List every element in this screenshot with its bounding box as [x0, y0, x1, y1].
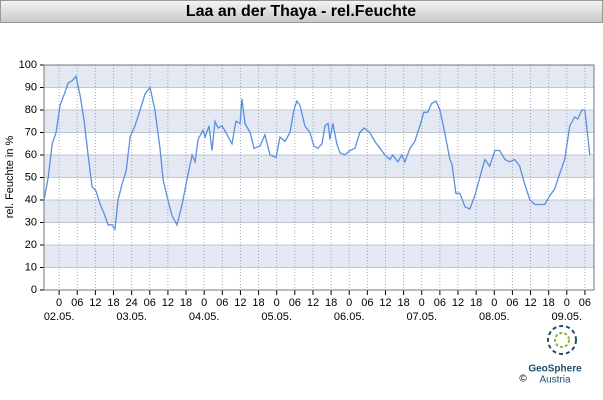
x-tick-label: 0 [346, 297, 352, 309]
band [44, 200, 594, 223]
x-tick-label: 18 [470, 297, 482, 309]
x-tick-label: 18 [397, 297, 409, 309]
x-tick-label: 12 [89, 297, 101, 309]
band [44, 110, 594, 133]
logo-name: GeoSphere [528, 364, 582, 375]
copyright: © [519, 374, 527, 385]
x-tick-label: 24 [126, 297, 138, 309]
x-tick-label: 0 [56, 297, 62, 309]
x-tick-label: 0 [419, 297, 425, 309]
y-tick-label: 20 [25, 239, 37, 251]
date-label: 03.05. [116, 311, 147, 323]
x-tick-label: 18 [252, 297, 264, 309]
date-label: 08.05. [479, 311, 510, 323]
x-tick-label: 06 [289, 297, 301, 309]
y-axis-label: rel. Feuchte in % [4, 136, 16, 219]
logo-icon [554, 332, 570, 348]
x-tick-label: 18 [107, 297, 119, 309]
y-tick-label: 0 [31, 284, 37, 296]
x-tick-label: 0 [201, 297, 207, 309]
y-tick-label: 70 [25, 126, 37, 138]
x-tick-label: 12 [524, 297, 536, 309]
x-tick-label: 18 [325, 297, 337, 309]
x-tick-label: 12 [452, 297, 464, 309]
x-tick-label: 06 [144, 297, 156, 309]
date-label: 05.05. [261, 311, 292, 323]
x-tick-label: 0 [564, 297, 570, 309]
y-tick-label: 80 [25, 104, 37, 116]
x-tick-label: 12 [162, 297, 174, 309]
date-label: 07.05. [406, 311, 437, 323]
x-tick-label: 12 [379, 297, 391, 309]
x-tick-label: 12 [307, 297, 319, 309]
x-tick-label: 18 [180, 297, 192, 309]
chart-title: Laa an der Thaya - rel.Feuchte [186, 3, 416, 20]
y-tick-label: 10 [25, 261, 37, 273]
y-tick-label: 100 [19, 59, 37, 71]
x-tick-label: 12 [234, 297, 246, 309]
date-label: 09.05. [552, 311, 583, 323]
x-tick-label: 06 [434, 297, 446, 309]
x-tick-label: 06 [506, 297, 518, 309]
logo-icon [547, 325, 577, 355]
date-label: 02.05. [44, 311, 75, 323]
date-label: 06.05. [334, 311, 365, 323]
band [44, 155, 594, 178]
plot-border [43, 64, 595, 291]
band [44, 245, 594, 268]
y-tick-label: 40 [25, 194, 37, 206]
x-tick-label: 0 [491, 297, 497, 309]
x-tick-label: 06 [361, 297, 373, 309]
x-tick-label: 06 [71, 297, 83, 309]
band [44, 65, 594, 88]
x-tick-label: 06 [579, 297, 591, 309]
logo-sub: Austria [539, 375, 571, 386]
y-tick-label: 60 [25, 149, 37, 161]
x-tick-label: 0 [274, 297, 280, 309]
y-tick-label: 30 [25, 216, 37, 228]
line [43, 74, 591, 232]
date-label: 04.05. [189, 311, 220, 323]
y-tick-label: 90 [25, 81, 37, 93]
x-tick-label: 06 [216, 297, 228, 309]
x-tick-label: 18 [543, 297, 555, 309]
y-tick-label: 50 [25, 171, 37, 183]
logo: GeoSphere Austria © [519, 325, 582, 386]
